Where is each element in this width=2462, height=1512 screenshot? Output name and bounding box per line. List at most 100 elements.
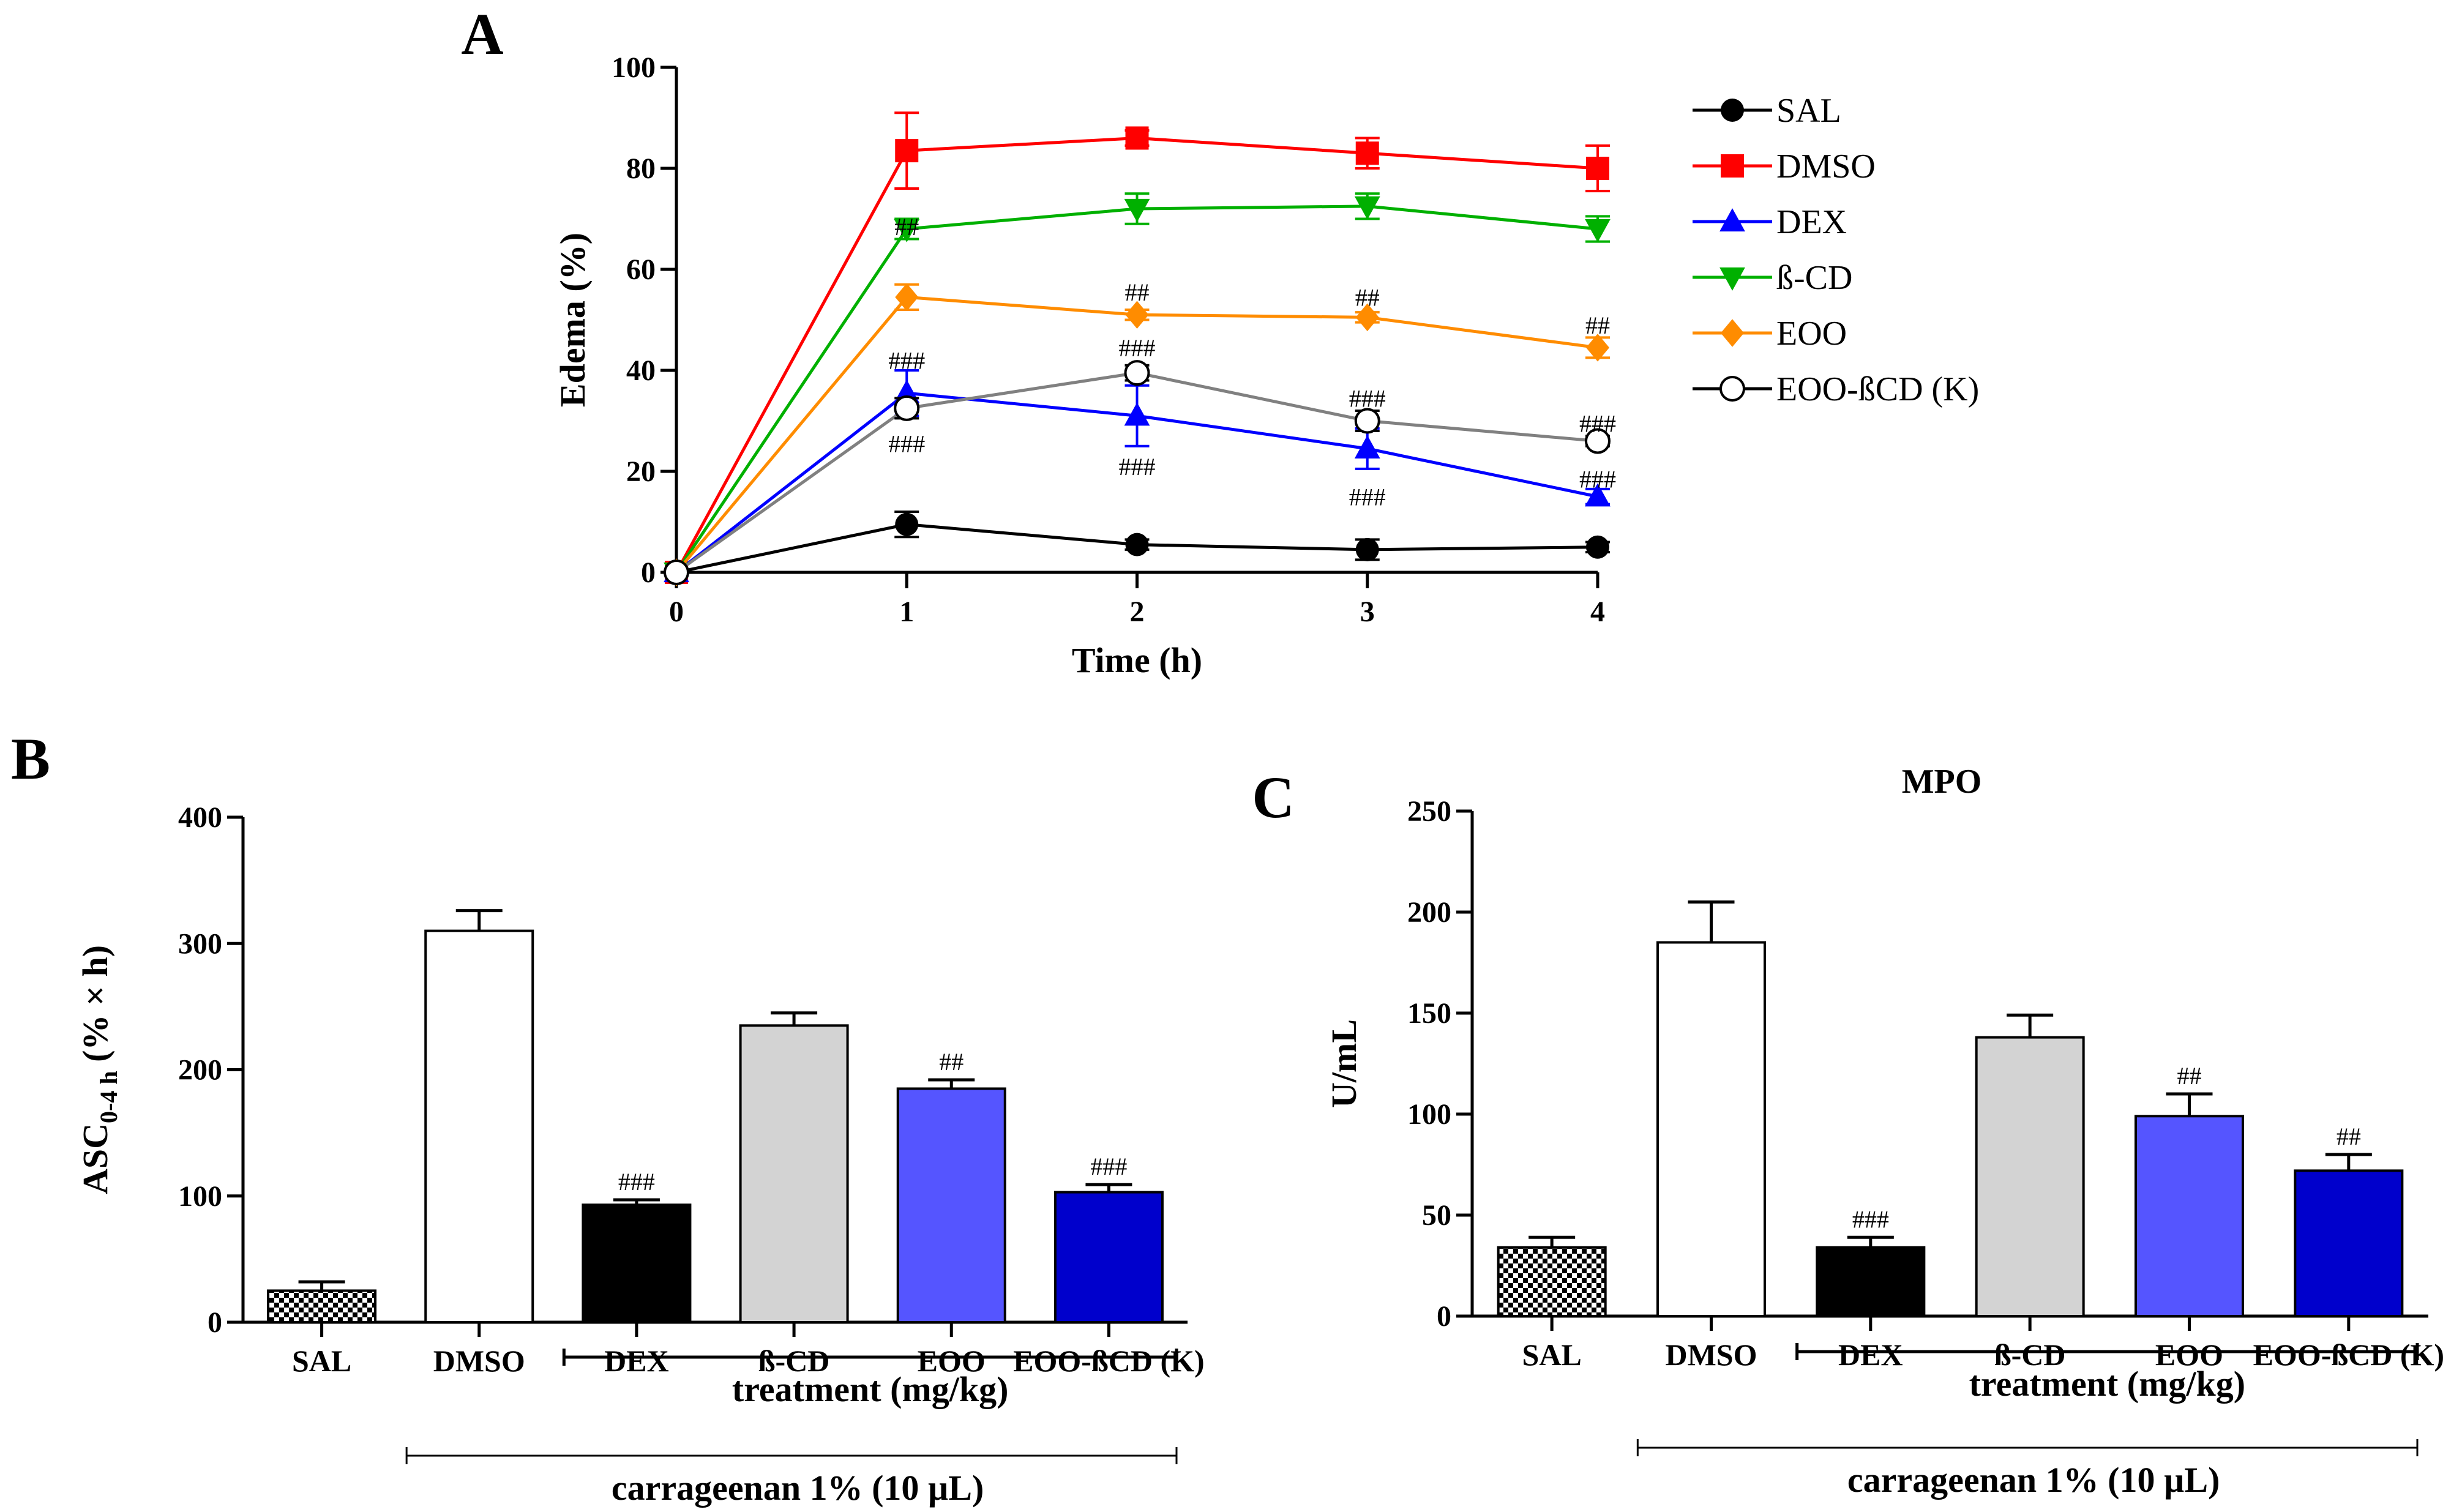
category-label-eoo: EOO bbox=[918, 1344, 986, 1378]
legend-label-dmso: DMSO bbox=[1776, 148, 1876, 185]
y-axis-title: Edema (%) bbox=[553, 233, 593, 407]
panel-b-label: B bbox=[11, 726, 50, 792]
bar-b-cd bbox=[739, 1024, 849, 1323]
bar-sal bbox=[267, 1289, 377, 1323]
category-label-sal: SAL bbox=[292, 1344, 351, 1378]
panel-b-bar-chart: B 0 100 200 300 400 ASC0-4 h (% × h) SAL DMSO DEX… bbox=[11, 726, 1205, 1508]
significance-mark: ### bbox=[1852, 1205, 1889, 1233]
y-tick-label: 0 bbox=[1437, 1300, 1451, 1333]
y-tick-label: 0 bbox=[208, 1306, 222, 1339]
panel-c-label: C bbox=[1252, 765, 1294, 830]
significance-mark: ### bbox=[1349, 384, 1386, 412]
data-point-eoo-bcd-k bbox=[1124, 360, 1150, 386]
bar-eoo bbox=[896, 1087, 1006, 1323]
legend-marker-eoo bbox=[1721, 319, 1744, 347]
bar-dmso bbox=[424, 929, 534, 1323]
series-eoo-bcd-k bbox=[664, 360, 1611, 585]
data-point-b-cd bbox=[894, 219, 920, 242]
y-axis-title-rest: (% × h) bbox=[75, 945, 115, 1071]
category-label-eoo-bcd-k: EOO-ßCD (K) bbox=[2253, 1338, 2445, 1372]
category-label-dex: DEX bbox=[1838, 1338, 1903, 1372]
y-tick-label: 150 bbox=[1407, 997, 1451, 1030]
significance-mark: ### bbox=[1349, 483, 1386, 511]
y-tick-label: 100 bbox=[178, 1180, 222, 1213]
legend-marker-dmso bbox=[1721, 154, 1744, 178]
legend-marker-eoo-bcd-k bbox=[1719, 376, 1745, 402]
legend-label-sal: SAL bbox=[1776, 92, 1841, 130]
data-point-sal bbox=[1586, 535, 1609, 559]
bar-dex bbox=[582, 1203, 692, 1323]
y-tick-label: 200 bbox=[178, 1054, 222, 1087]
y-tick-label: 100 bbox=[612, 51, 656, 84]
y-tick-label: 300 bbox=[178, 927, 222, 960]
category-label-eoo: EOO bbox=[2155, 1338, 2223, 1372]
y-tick-label: 60 bbox=[626, 253, 656, 286]
series-dmso bbox=[665, 111, 1610, 584]
carrageenan-label: carrageenan 1% (10 µL) bbox=[612, 1468, 984, 1508]
legend-label-dex: DEX bbox=[1776, 203, 1847, 241]
legend-label-b-cd: ß-CD bbox=[1776, 259, 1852, 297]
treatment-label: treatment (mg/kg) bbox=[732, 1369, 1009, 1409]
data-point-eoo-bcd-k bbox=[1585, 428, 1611, 454]
x-tick-label: 3 bbox=[1360, 596, 1375, 628]
data-point-eoo bbox=[895, 283, 919, 312]
y-axis-title: ASC0-4 h (% × h) bbox=[75, 945, 122, 1194]
legend-label-eoo-bcd-k: EOO-ßCD (K) bbox=[1776, 370, 1979, 408]
y-tick-label: 20 bbox=[626, 455, 656, 488]
x-tick-label: 1 bbox=[899, 596, 914, 628]
category-label-b-cd: ß-CD bbox=[1994, 1338, 2066, 1372]
data-point-dmso bbox=[895, 139, 919, 163]
bar-dex bbox=[1816, 1246, 1926, 1318]
category-label-eoo-bcd-k: EOO-ßCD (K) bbox=[1013, 1344, 1205, 1378]
x-tick-label: 4 bbox=[1590, 596, 1605, 628]
y-tick-label: 0 bbox=[641, 556, 656, 589]
x-axis-title: Time (h) bbox=[1072, 640, 1202, 680]
bar-dmso bbox=[1656, 941, 1766, 1317]
y-tick-label: 40 bbox=[626, 354, 656, 387]
data-point-sal bbox=[895, 512, 919, 536]
category-label-b-cd: ß-CD bbox=[758, 1344, 830, 1378]
y-tick-label: 80 bbox=[626, 152, 656, 185]
data-point-sal bbox=[1125, 533, 1149, 556]
significance-mark: ### bbox=[1119, 334, 1156, 362]
significance-mark: ## bbox=[2177, 1062, 2202, 1090]
significance-mark: ## bbox=[1585, 312, 1610, 339]
y-axis-title: U/mL bbox=[1324, 1019, 1364, 1108]
carrageenan-label: carrageenan 1% (10 µL) bbox=[1847, 1460, 2220, 1500]
category-label-dmso: DMSO bbox=[433, 1344, 525, 1378]
data-point-eoo bbox=[1355, 303, 1379, 332]
significance-mark: ## bbox=[2337, 1123, 2361, 1150]
significance-mark: ## bbox=[1125, 279, 1150, 306]
data-point-sal bbox=[1355, 537, 1379, 561]
category-label-dmso: DMSO bbox=[1666, 1338, 1757, 1372]
data-point-b-cd bbox=[1585, 219, 1611, 242]
chart-title: MPO bbox=[1902, 763, 1982, 801]
data-point-dex bbox=[1354, 435, 1380, 459]
y-tick-label: 250 bbox=[1407, 795, 1451, 828]
significance-mark: ### bbox=[1579, 410, 1616, 438]
legend-marker-sal bbox=[1721, 99, 1744, 122]
series-eoo bbox=[665, 283, 1610, 586]
legend-label-eoo: EOO bbox=[1776, 315, 1847, 353]
data-point-dmso bbox=[1125, 126, 1149, 150]
significance-mark: ### bbox=[618, 1168, 655, 1196]
data-point-eoo-bcd-k bbox=[894, 395, 920, 421]
x-tick-label: 0 bbox=[669, 596, 684, 628]
category-label-sal: SAL bbox=[1522, 1338, 1582, 1372]
significance-mark: ### bbox=[1579, 465, 1616, 493]
data-point-eoo-bcd-k bbox=[1354, 408, 1380, 434]
bar-eoo-bcd-k bbox=[1053, 1191, 1164, 1323]
data-point-dex bbox=[1124, 402, 1150, 426]
bar-b-cd bbox=[1975, 1036, 2085, 1317]
significance-mark: ### bbox=[888, 430, 925, 458]
bar-eoo bbox=[2135, 1115, 2244, 1318]
y-axis-title-subscript: 0-4 h bbox=[95, 1071, 122, 1123]
data-point-b-cd bbox=[1354, 196, 1380, 220]
y-tick-label: 200 bbox=[1407, 896, 1451, 929]
y-tick-label: 50 bbox=[1422, 1199, 1451, 1232]
legend: SAL DMSO DEX ß-CD EOO EOO-ßCD (K) bbox=[1693, 92, 1979, 408]
bar-sal bbox=[1497, 1246, 1607, 1318]
significance-mark: ## bbox=[939, 1048, 963, 1076]
